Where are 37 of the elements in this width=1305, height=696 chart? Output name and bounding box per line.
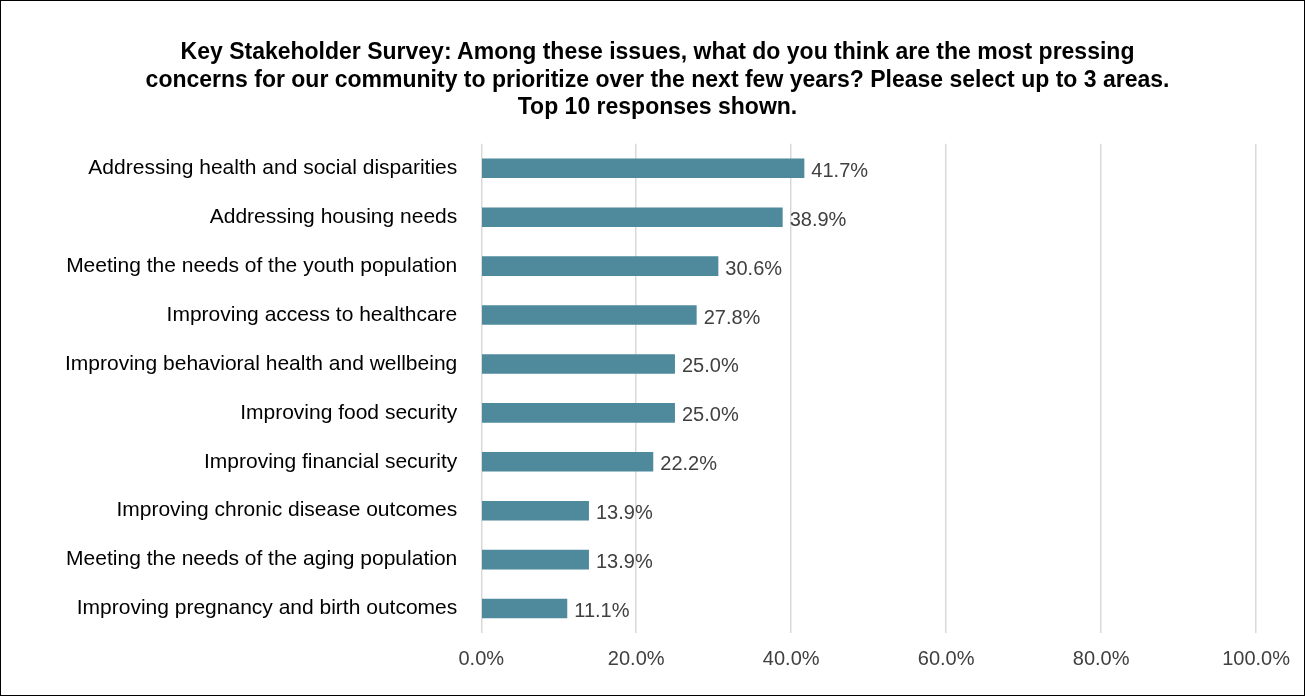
y-tick-label: Addressing housing needs [209, 203, 458, 227]
y-tick-label: Meeting the needs of the youth population [66, 252, 458, 276]
bar [482, 305, 697, 325]
data-label: 30.6% [725, 256, 783, 279]
bar [482, 500, 589, 521]
x-tick-label: 20.0% [607, 646, 665, 669]
bar [482, 256, 719, 276]
data-label: 13.9% [595, 550, 653, 573]
x-tick-label: 80.0% [1072, 646, 1130, 669]
y-tick-label: Addressing health and social disparities [88, 155, 458, 179]
x-tick-label: 60.0% [917, 646, 975, 669]
y-tick-label: Improving food security [240, 399, 458, 423]
bar [482, 549, 589, 570]
data-label: 22.2% [660, 452, 718, 475]
x-tick-label: 100.0% [1222, 646, 1291, 669]
data-label: 25.0% [681, 354, 739, 377]
bar [482, 403, 675, 423]
y-tick-label: Improving financial security [203, 448, 458, 472]
x-tick-label: 40.0% [762, 646, 820, 669]
data-label: 11.1% [574, 599, 630, 622]
y-tick-label: Improving pregnancy and birth outcomes [76, 595, 458, 619]
bar [482, 354, 675, 374]
data-label: 13.9% [595, 501, 653, 524]
data-label: 41.7% [811, 158, 869, 181]
data-label: 27.8% [703, 305, 761, 328]
y-tick-label: Improving chronic disease outcomes [116, 497, 458, 521]
bar [482, 452, 654, 472]
chart-title: Key Stakeholder Survey: Among these issues, what do you think are the most pressing concerns for our community to prioritize over the next few years? Please select up to 3 areas. Top 10 responses shown. [145, 38, 1170, 120]
x-tick-label: 0.0% [458, 646, 505, 669]
data-label: 25.0% [681, 403, 739, 426]
data-label: 38.9% [789, 207, 847, 230]
bar [482, 207, 783, 227]
bar [482, 158, 805, 179]
y-tick-label: Improving access to healthcare [166, 301, 458, 325]
y-tick-label: Improving behavioral health and wellbeing [64, 350, 458, 374]
y-tick-label: Meeting the needs of the aging population [66, 546, 458, 570]
bar [482, 598, 568, 619]
